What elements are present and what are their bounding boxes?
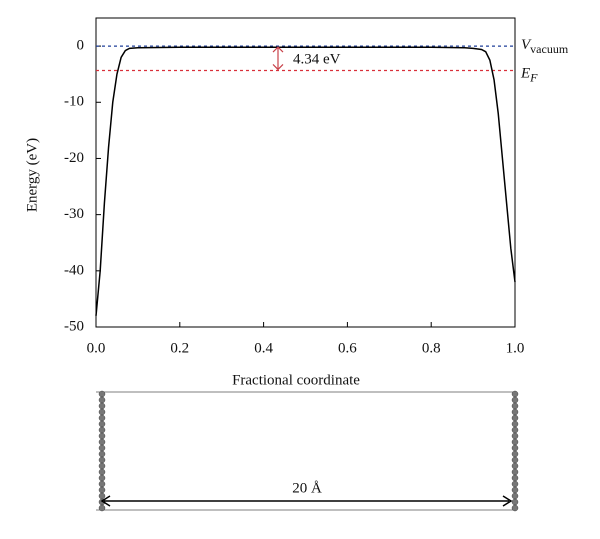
atom (511, 504, 519, 512)
atom (98, 420, 106, 428)
label-main: V (521, 38, 532, 54)
plot-frame (95, 17, 516, 328)
y-tick-label: -40 (64, 262, 84, 278)
atom (98, 480, 106, 488)
atom (511, 438, 519, 446)
atom (98, 432, 106, 440)
structure (96, 391, 515, 511)
x-tick-label: 1.0 (506, 340, 525, 356)
x-tick-label: 0.8 (422, 340, 441, 356)
y-axis-label: Energy (eV) (24, 138, 40, 212)
atom (511, 426, 519, 434)
atom (511, 498, 519, 506)
annotation-label: 4.34 eV (293, 52, 341, 68)
atom (511, 414, 519, 422)
reference-label: EF (520, 66, 538, 84)
y-tick-label: -20 (64, 150, 84, 166)
atom (98, 456, 106, 464)
label-sub: vacuum (530, 42, 569, 56)
x-tick-label: 0.4 (254, 340, 273, 356)
atom (511, 420, 519, 428)
atom (511, 408, 519, 416)
atom (98, 438, 106, 446)
x-tick-label: 0.0 (87, 340, 106, 356)
atom (98, 390, 106, 398)
atom (98, 414, 106, 422)
atom (98, 468, 106, 476)
atom (98, 396, 106, 404)
atom (98, 474, 106, 482)
atom (511, 480, 519, 488)
x-tick-label: 0.2 (170, 340, 189, 356)
atom (98, 426, 106, 434)
y-tick-label: -10 (64, 94, 84, 110)
atom (98, 402, 106, 410)
atom (511, 492, 519, 500)
atom (511, 402, 519, 410)
atom (98, 444, 106, 452)
annotation-arrow (272, 46, 284, 71)
x-axis-label: Fractional coordinate (232, 372, 360, 388)
atom (511, 486, 519, 494)
atom (511, 444, 519, 452)
atom (511, 474, 519, 482)
atom (98, 408, 106, 416)
y-tick-label: -50 (64, 318, 84, 334)
x-tick-label: 0.6 (338, 340, 357, 356)
atom (511, 396, 519, 404)
width-label: 20 Å (292, 480, 322, 496)
atom (511, 456, 519, 464)
arrow-heads (100, 495, 513, 507)
atom (511, 462, 519, 470)
atom (98, 504, 106, 512)
atom (98, 486, 106, 494)
atom (511, 432, 519, 440)
atom (511, 450, 519, 458)
y-tick-label: -30 (64, 206, 84, 222)
y-tick-label: 0 (77, 38, 85, 54)
label-sub: F (529, 70, 538, 84)
label-main: E (520, 66, 530, 82)
atom (98, 450, 106, 458)
atom (511, 390, 519, 398)
atom (98, 462, 106, 470)
reference-label: Vvacuum (521, 38, 569, 56)
potential-line (95, 46, 516, 316)
atom (511, 468, 519, 476)
atoms (98, 390, 519, 512)
atom (98, 492, 106, 500)
